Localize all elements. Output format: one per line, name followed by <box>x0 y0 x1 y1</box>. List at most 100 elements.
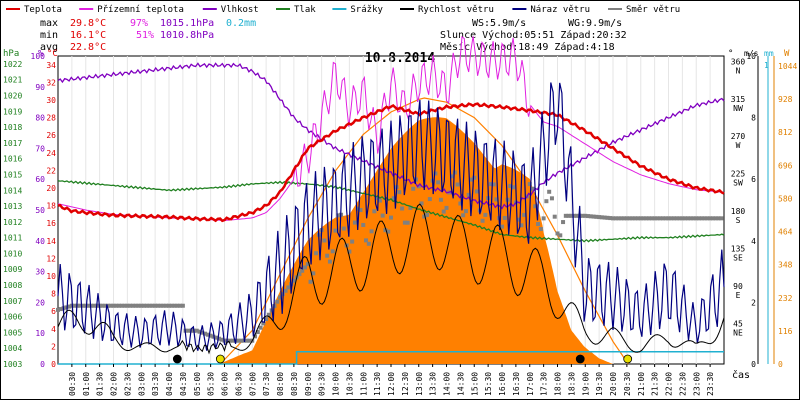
direction-point <box>663 216 668 221</box>
direction-point <box>638 216 643 221</box>
direction-point <box>336 213 341 218</box>
direction-point <box>197 329 202 334</box>
x-tick-label: 20:00 <box>609 372 618 396</box>
direction-point <box>452 170 457 175</box>
direction-point <box>491 182 496 187</box>
direction-point <box>697 216 702 221</box>
x-tick-label: 22:00 <box>665 372 674 396</box>
ms-tick-label: 6 <box>751 175 756 184</box>
marker-sunset <box>623 354 633 364</box>
ms-tick-label: 8 <box>751 114 756 123</box>
direction-point <box>100 303 105 308</box>
direction-point <box>527 182 532 187</box>
temp-axis-title: °C <box>47 49 58 59</box>
direction-point <box>278 295 282 300</box>
x-tick-label: 04:00 <box>165 372 174 396</box>
x-tick-label: 08:00 <box>276 372 285 396</box>
direction-point <box>169 303 174 308</box>
hpa-tick-label: 1021 <box>3 76 22 85</box>
direction-point <box>186 328 191 333</box>
direction-point <box>114 303 119 308</box>
plot-area <box>56 35 725 365</box>
direction-point <box>436 180 441 185</box>
direction-point <box>502 215 507 220</box>
direction-point <box>408 205 413 210</box>
pct-tick-label: 50 <box>35 206 45 215</box>
x-tick-label: 17:30 <box>540 372 549 396</box>
direction-point <box>694 216 699 221</box>
temp-tick-label: 8 <box>51 290 56 299</box>
temp-tick-label: 18 <box>46 202 56 211</box>
direction-point <box>175 303 180 308</box>
chart-title: 10.8.2014 <box>365 51 436 66</box>
w-tick-label: 232 <box>778 294 793 303</box>
stats-avg-label: avg <box>40 42 58 53</box>
legend-entry: Směr větru <box>626 5 680 15</box>
hpa-tick-label: 1018 <box>3 123 22 132</box>
direction-point <box>516 217 521 222</box>
direction-point <box>619 216 624 221</box>
direction-point <box>205 332 210 337</box>
direction-point <box>253 334 258 339</box>
direction-point <box>605 215 610 220</box>
direction-point <box>80 303 85 308</box>
direction-point <box>536 221 541 226</box>
direction-point <box>710 216 715 221</box>
x-tick-label: 21:30 <box>651 372 660 396</box>
direction-point <box>153 303 158 308</box>
direction-point <box>533 204 538 209</box>
hpa-tick-label: 1008 <box>3 281 22 290</box>
direction-point <box>672 216 677 221</box>
direction-point <box>433 171 438 176</box>
direction-point <box>325 253 330 258</box>
marker-moonrise <box>575 354 585 364</box>
direction-point <box>480 218 485 223</box>
direction-point <box>89 303 94 308</box>
direction-point <box>211 334 216 339</box>
direction-point <box>627 216 632 221</box>
stats-panel: max 29.8°C 97% 1015.1hPa 0.2mm min 16.1°… <box>40 18 627 53</box>
direction-point <box>300 268 305 273</box>
hpa-tick-label: 1004 <box>3 344 22 353</box>
hpa-tick-label: 1007 <box>3 297 22 306</box>
hpa-tick-label: 1010 <box>3 249 22 258</box>
w-tick-label: 464 <box>778 228 793 237</box>
direction-point <box>572 213 577 218</box>
x-tick-label: 14:00 <box>443 372 452 396</box>
direction-point <box>586 214 591 219</box>
pct-tick-label: 100 <box>31 52 46 61</box>
hpa-tick-label: 1003 <box>3 360 22 369</box>
direction-point <box>472 175 477 180</box>
direction-point <box>466 192 471 197</box>
legend-entry: Teplota <box>24 5 62 15</box>
x-tick-label: 13:00 <box>415 372 424 396</box>
direction-point <box>391 196 396 201</box>
direction-point <box>644 216 649 221</box>
direction-point <box>583 213 588 218</box>
direction-point <box>444 205 449 210</box>
direction-point <box>236 338 241 343</box>
direction-point <box>680 216 685 221</box>
direction-point <box>219 337 224 342</box>
direction-point <box>705 216 710 221</box>
direction-point <box>58 307 63 312</box>
direction-point <box>327 259 332 264</box>
w-tick-label: 580 <box>778 194 793 203</box>
direction-point <box>122 303 127 308</box>
x-tick-label: 04:30 <box>179 372 188 396</box>
x-tick-label: 18:00 <box>554 372 563 396</box>
x-tick-label: 07:30 <box>262 372 271 396</box>
direction-point <box>549 196 554 201</box>
direction-point <box>155 303 160 308</box>
hpa-tick-label: 1014 <box>3 186 22 195</box>
dir-tick-name: SE <box>733 254 743 263</box>
series-srazky <box>58 350 724 365</box>
direction-point <box>422 214 427 219</box>
temp-tick-label: 28 <box>46 114 56 123</box>
dir-tick-value: 135 <box>731 245 746 254</box>
x-tick-label: 18:30 <box>567 372 576 396</box>
direction-point <box>519 223 524 228</box>
hpa-tick-label: 1012 <box>3 218 22 227</box>
direction-point <box>178 303 183 308</box>
x-tick-label: 06:00 <box>221 372 230 396</box>
